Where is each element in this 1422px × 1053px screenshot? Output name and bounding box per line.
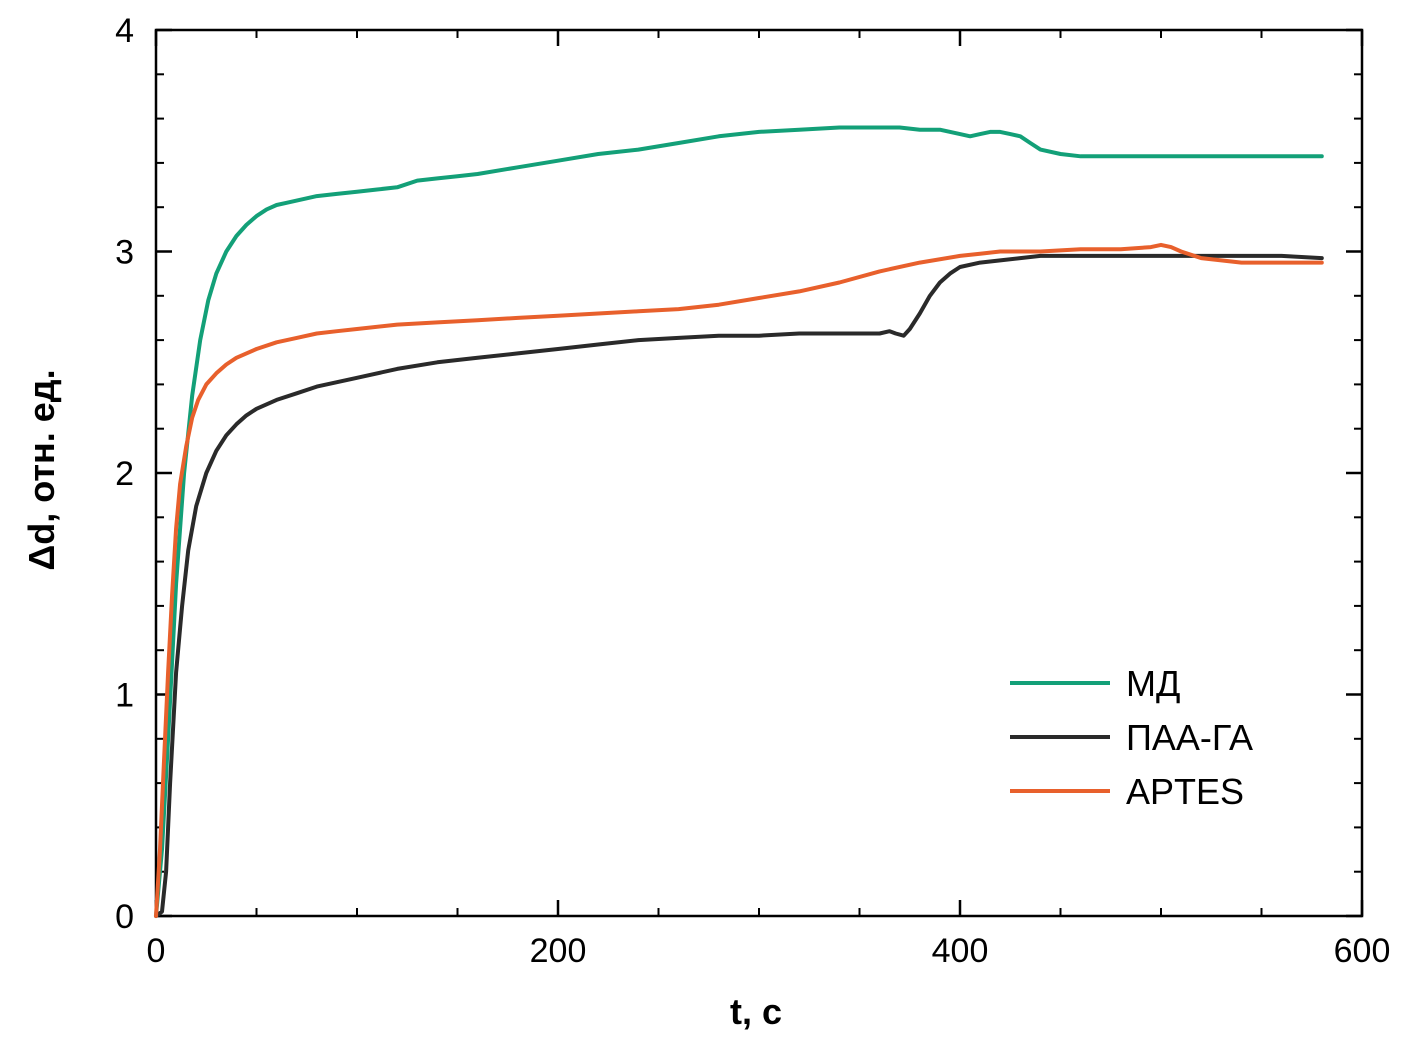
y-tick-label: 4 (115, 12, 134, 50)
x-tick-label: 0 (147, 932, 166, 970)
x-tick-label: 200 (530, 932, 587, 970)
y-tick-label: 1 (115, 677, 134, 715)
series-line-3 (154, 242, 1324, 918)
legend-label: APTES (1126, 771, 1244, 812)
y-axis-title: Δd, отн. ед. (21, 369, 62, 570)
x-tick-labels: 0 200 400 600 (147, 932, 1391, 970)
y-tick-label: 2 (115, 455, 134, 493)
series-line-1 (154, 125, 1324, 918)
series-line-2 (154, 253, 1324, 918)
x-tick-label: 600 (1334, 932, 1391, 970)
legend: МД ПАА-ГА APTES (1010, 663, 1253, 812)
x-axis-title: t, с (730, 991, 782, 1032)
legend-label: МД (1126, 663, 1180, 704)
y-tick-label: 3 (115, 234, 134, 272)
series-group (154, 125, 1324, 918)
legend-label: ПАА-ГА (1126, 717, 1253, 758)
y-tick-label: 0 (115, 898, 134, 936)
y-tick-labels: 0 1 2 3 4 (115, 12, 134, 936)
x-tick-label: 400 (932, 932, 989, 970)
